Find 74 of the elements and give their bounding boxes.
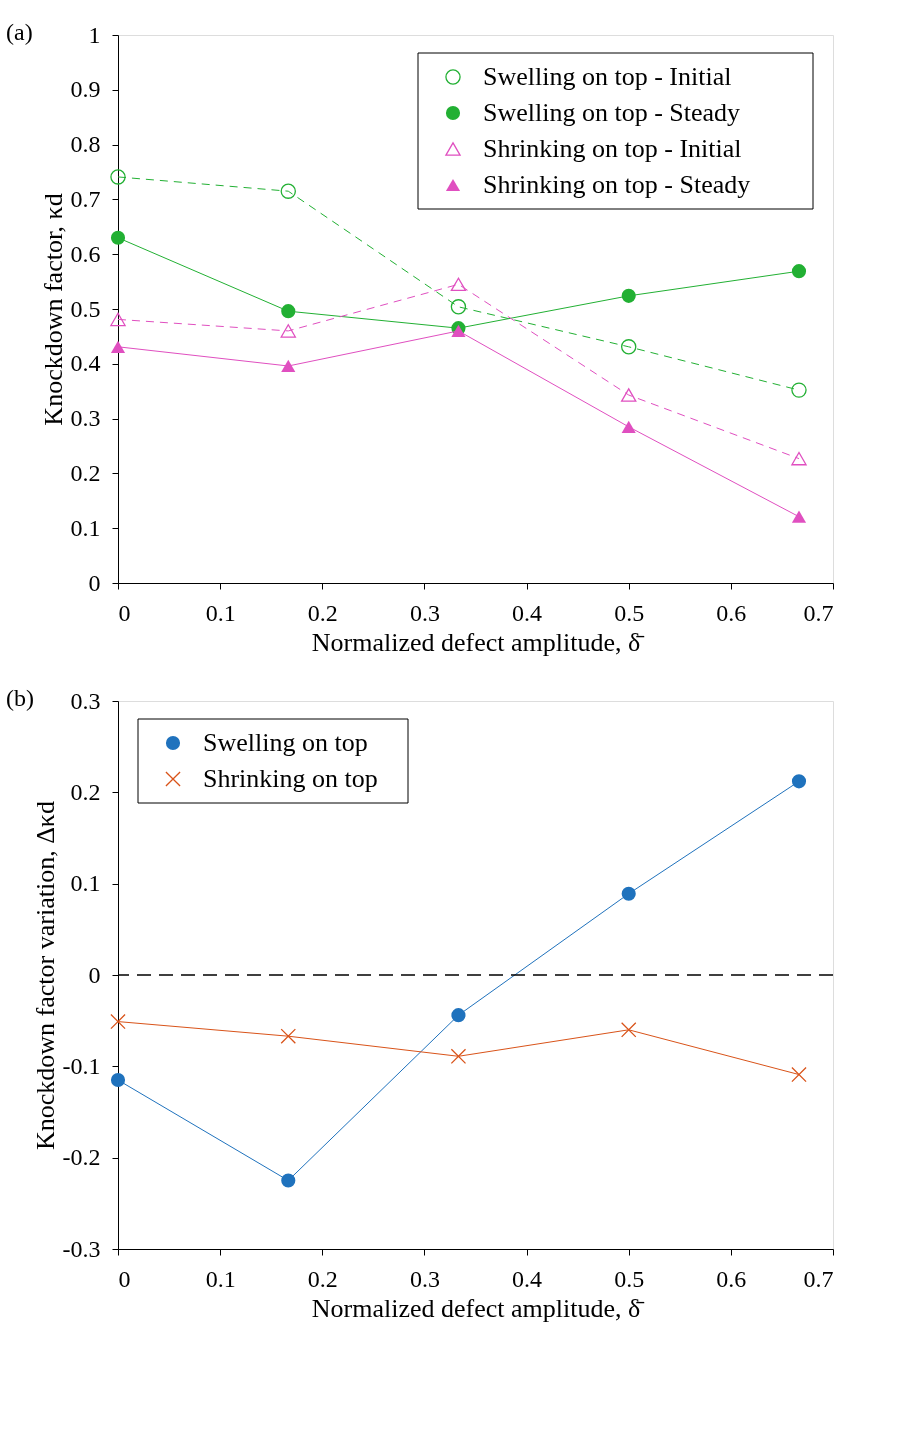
y-tick-label: -0.1 [62, 1052, 101, 1079]
point [620, 339, 637, 355]
point [281, 304, 296, 319]
y-tick-label: 0.5 [70, 295, 101, 322]
y-axis-title: Knockdown factor, κd [38, 193, 68, 426]
legend-label: Shrinking on top - Initial [483, 134, 742, 163]
point [791, 510, 807, 523]
x-tick-label: 0.5 [614, 599, 645, 626]
x-axis-title: Normalized defect amplitude, δ̄ [311, 1293, 645, 1323]
point [620, 388, 637, 402]
point [281, 359, 296, 373]
y-tick-label: 0.1 [70, 514, 101, 541]
y-tick-label: 0.2 [70, 459, 101, 486]
y-tick-label: 1 [88, 21, 101, 48]
legend-label: Swelling on top - Initial [483, 62, 732, 91]
point [451, 1008, 466, 1023]
point [110, 230, 126, 245]
legend-label: Shrinking on top [203, 764, 378, 793]
y-axis-title: Knockdown factor variation, Δκd [30, 801, 60, 1150]
y-tick-label: 0.9 [70, 76, 101, 103]
y-tick-label: 0.2 [70, 778, 101, 805]
legend-label: Swelling on top - Steady [483, 98, 741, 127]
point [280, 183, 296, 199]
y-tick-label: -0.3 [62, 1235, 101, 1262]
point [450, 277, 467, 292]
point [280, 1028, 296, 1044]
point [450, 299, 467, 315]
x-axis-title: Normalized defect amplitude, δ̄ [311, 627, 645, 657]
x-tick-label: 0.5 [614, 1265, 645, 1292]
point [110, 1013, 126, 1030]
point [620, 1022, 637, 1038]
point [110, 1072, 126, 1088]
point [621, 886, 636, 901]
legend-label: Swelling on top [203, 728, 368, 757]
x-tick-label: 0.3 [409, 1265, 440, 1292]
text: (b) [6, 685, 34, 711]
point [791, 264, 807, 279]
y-tick-label: 0.8 [70, 131, 101, 158]
x-tick-label: 0.1 [205, 1265, 236, 1292]
y-tick-label: -0.2 [62, 1144, 101, 1171]
x-tick-label: 0.1 [205, 599, 236, 626]
legend-label: Shrinking on top - Steady [483, 170, 751, 199]
point [791, 382, 807, 398]
x-tick-label: 0.4 [512, 599, 543, 626]
point [450, 1048, 467, 1065]
y-tick-label: 0.7 [70, 185, 101, 212]
point [110, 312, 126, 327]
point [791, 1066, 807, 1083]
x-tick-label: 0.2 [307, 1265, 338, 1292]
point [621, 288, 636, 303]
x-tick-label: 0 [118, 1265, 131, 1292]
text: (a) [6, 19, 33, 45]
x-tick-label: 0 [118, 599, 131, 626]
x-tick-label: 0.2 [307, 599, 338, 626]
x-tick-label: 0.7 [803, 1265, 834, 1292]
point [791, 451, 807, 466]
point [281, 1173, 296, 1188]
y-tick-label: 0 [88, 569, 101, 596]
x-tick-label: 0.7 [803, 599, 834, 626]
x-tick-label: 0.6 [716, 1265, 747, 1292]
y-tick-label: 0.6 [70, 240, 101, 267]
point [621, 420, 636, 433]
y-tick-label: 0.1 [70, 870, 101, 897]
y-tick-label: 0.3 [70, 687, 101, 714]
point [280, 324, 296, 338]
x-tick-label: 0.3 [409, 599, 440, 626]
y-tick-label: 0.3 [70, 405, 101, 432]
x-tick-label: 0.4 [512, 1265, 543, 1292]
y-tick-label: 0 [88, 961, 101, 988]
point [110, 169, 126, 185]
y-tick-label: 0.4 [70, 350, 101, 377]
point [791, 774, 807, 789]
x-tick-label: 0.6 [716, 599, 747, 626]
point [110, 340, 126, 353]
